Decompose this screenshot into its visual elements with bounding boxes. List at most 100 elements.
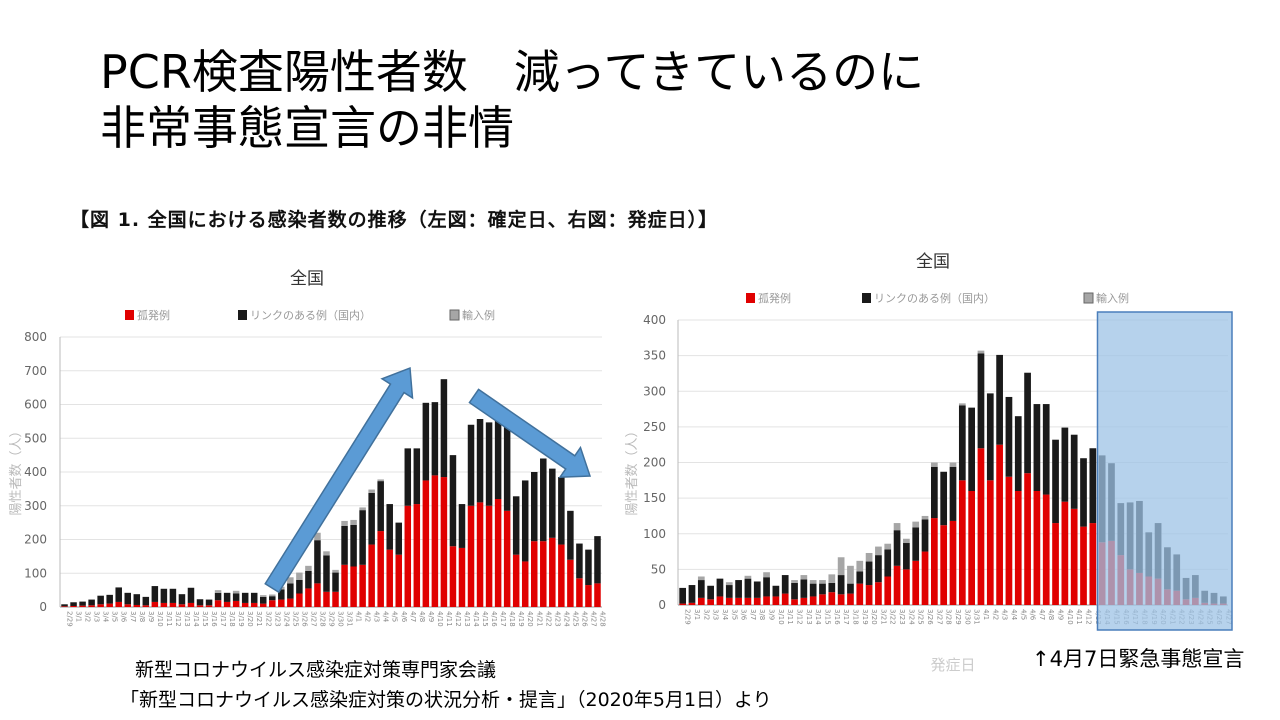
legend-swatch-gray	[449, 309, 460, 321]
bar-segment-isolated	[735, 597, 742, 605]
bar-segment-imported	[697, 576, 705, 581]
bar-segment-linked	[884, 549, 892, 577]
x-tick-label: 3/3	[93, 611, 101, 622]
source-line1: 新型コロナウイルス感染症対策専門家会議	[135, 659, 497, 681]
bar-segment-linked	[241, 592, 249, 603]
slide-title-line1: PCR検査陽性者数 減ってきているのに	[100, 45, 925, 99]
x-tick-label: 4/17	[499, 611, 507, 627]
bar-segment-isolated	[250, 602, 258, 607]
x-tick-label: 3/22	[264, 611, 272, 627]
bar-segment-linked	[97, 595, 104, 605]
x-tick-label: 2/29	[66, 611, 74, 627]
x-tick-label: 3/15	[823, 609, 831, 625]
x-tick-label: 3/28	[945, 609, 953, 625]
declaration-highlight-box	[1096, 311, 1233, 631]
x-tick-label: 3/4	[721, 609, 729, 621]
bar-segment-linked	[494, 420, 502, 499]
bar-segment-linked	[828, 582, 836, 593]
bar-segment-linked	[725, 585, 733, 598]
bar-segment-imported	[296, 572, 303, 580]
x-tick-label: 3/13	[183, 611, 191, 627]
x-tick-label: 3/16	[833, 609, 841, 625]
y-tick-label: 350	[643, 349, 666, 363]
legend-label: 輸入例	[1096, 291, 1129, 305]
x-tick-label: 3/23	[898, 609, 906, 625]
bar-segment-linked	[350, 524, 357, 567]
bar-segment-linked	[296, 580, 303, 594]
x-tick-label: 4/7	[409, 611, 417, 622]
bar-segment-linked	[903, 543, 910, 570]
x-tick-label: 3/4	[102, 611, 110, 623]
bar-segment-linked	[819, 583, 826, 595]
legend-swatch-gray	[1083, 292, 1094, 304]
bar-segment-linked	[865, 561, 873, 586]
bar-segment-linked	[1042, 404, 1050, 495]
x-tick-label: 4/1	[355, 611, 363, 622]
x-tick-label: 3/24	[282, 611, 290, 627]
bar-segment-linked	[753, 581, 761, 598]
y-tick-label: 50	[651, 562, 666, 576]
x-tick-label: 4/28	[598, 611, 606, 627]
bar-segment-isolated	[305, 588, 312, 607]
bar-segment-linked	[921, 519, 929, 552]
bar-segment-isolated	[809, 596, 817, 605]
legend-swatch-red	[125, 310, 134, 320]
x-tick-label: 4/10	[1066, 609, 1074, 625]
y-tick-label: 700	[24, 364, 47, 378]
bar-segment-isolated	[791, 599, 798, 605]
y-tick-label: 500	[24, 431, 47, 445]
bar-segment-linked	[847, 583, 854, 594]
bar-segment-isolated	[205, 605, 213, 607]
x-tick-label: 3/11	[165, 611, 173, 627]
bar-segment-imported	[368, 489, 375, 493]
bar-segment-linked	[735, 580, 742, 598]
bar-segment-linked	[485, 422, 493, 506]
x-tick-label: 3/6	[120, 611, 128, 623]
bar-segment-linked	[977, 353, 985, 449]
bar-segment-linked	[287, 583, 294, 599]
bar-segment-isolated	[79, 605, 86, 607]
bar-segment-linked	[540, 458, 547, 542]
x-tick-label: 3/1	[75, 611, 83, 622]
bar-segment-imported	[949, 462, 957, 467]
x-tick-label: 4/2	[991, 609, 999, 620]
bar-segment-isolated	[512, 554, 520, 607]
y-tick-label: 250	[643, 420, 666, 434]
bar-segment-linked	[521, 480, 529, 562]
bar-segment-linked	[458, 504, 466, 548]
bar-segment-imported	[809, 580, 817, 584]
x-tick-label: 3/26	[300, 611, 308, 627]
bar-segment-linked	[1080, 458, 1087, 527]
x-tick-label: 4/9	[427, 611, 435, 622]
x-tick-label: 4/27	[589, 611, 597, 627]
bar-segment-isolated	[856, 583, 864, 605]
bar-segment-isolated	[97, 604, 104, 607]
bar-segment-isolated	[449, 546, 457, 607]
bar-segment-linked	[232, 593, 240, 601]
bar-segment-linked	[893, 530, 901, 566]
bar-segment-linked	[70, 602, 77, 606]
bar-segment-imported	[287, 577, 294, 584]
bar-segment-linked	[697, 580, 705, 598]
x-tick-label: 3/29	[327, 611, 335, 627]
bar-segment-linked	[791, 582, 798, 600]
bar-segment-imported	[903, 538, 910, 544]
rising-trend-arrow-icon	[264, 366, 414, 594]
bar-segment-linked	[781, 575, 789, 594]
legend-label: 孤発例	[137, 308, 170, 322]
bar-segment-isolated	[1033, 491, 1041, 605]
y-tick-label: 200	[643, 456, 666, 470]
bar-segment-isolated	[386, 549, 393, 607]
x-tick-label: 3/23	[273, 611, 281, 627]
bar-segment-isolated	[160, 602, 168, 607]
x-tick-label: 4/15	[481, 611, 489, 627]
bar-segment-isolated	[540, 541, 547, 607]
bar-segment-imported	[341, 520, 348, 526]
bar-segment-isolated	[440, 477, 448, 607]
bar-segment-isolated	[422, 480, 430, 607]
x-tick-label: 4/19	[517, 611, 525, 627]
x-tick-label: 3/29	[954, 609, 962, 625]
bar-segment-linked	[160, 588, 168, 603]
x-tick-label: 4/22	[544, 611, 552, 627]
bar-segment-isolated	[223, 601, 231, 607]
